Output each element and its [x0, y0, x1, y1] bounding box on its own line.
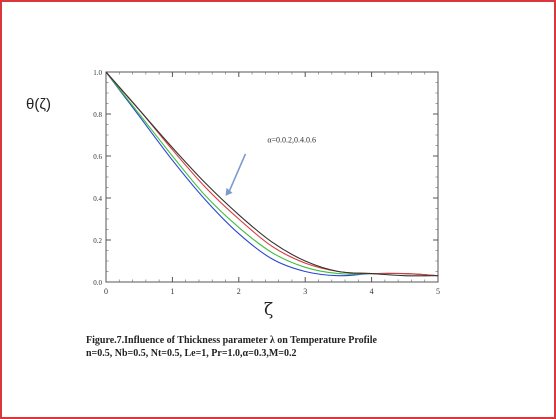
y-axis-label: θ(ζ): [26, 96, 51, 113]
x-tick-label-1: 1: [170, 287, 174, 296]
plot-frame: [105, 71, 439, 283]
y-tick-label-1: 0.2: [93, 237, 102, 245]
figure-caption: Figure.7.Influence of Thickness paramete…: [86, 334, 377, 360]
annotation-arrow-head: [225, 187, 233, 196]
y-tick-label-4: 0.8: [93, 111, 102, 119]
y-tick-label-5: 1.0: [93, 69, 102, 77]
y-tick-label-0: 0.0: [93, 279, 102, 287]
caption-line-1: Figure.7.Influence of Thickness paramete…: [86, 335, 377, 346]
x-tick-label-5: 5: [436, 287, 440, 296]
series-line-1: [105, 71, 439, 277]
x-tick-label-2: 2: [237, 287, 241, 296]
x-tick-label-4: 4: [370, 287, 374, 296]
y-tick-label-3: 0.6: [93, 153, 102, 161]
series-line-2: [105, 71, 439, 277]
x-tick-label-0: 0: [104, 287, 108, 296]
x-axis-label: ζ: [264, 300, 274, 320]
caption-line-2: n=0.5, Nb=0.5, Nt=0.5, Le=1, Pr=1.0,α=0.…: [86, 348, 297, 359]
y-tick-label-2: 0.4: [93, 195, 102, 203]
x-tick-label-3: 3: [303, 287, 307, 296]
series-line-0: [105, 71, 439, 277]
annotation-label: α=0.0.2,0.4.0.6: [267, 135, 316, 144]
series-line-3: [105, 71, 439, 277]
annotation-arrow-shaft: [227, 153, 247, 194]
